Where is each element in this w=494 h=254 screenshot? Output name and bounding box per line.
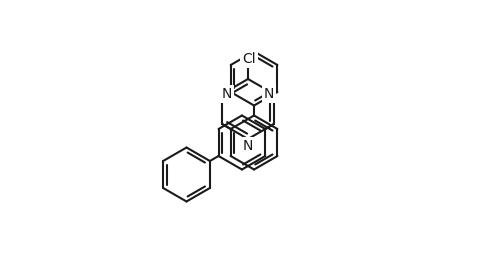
Text: N: N <box>264 87 274 101</box>
Text: N: N <box>243 139 253 153</box>
Text: Cl: Cl <box>242 52 256 66</box>
Text: N: N <box>222 87 232 101</box>
